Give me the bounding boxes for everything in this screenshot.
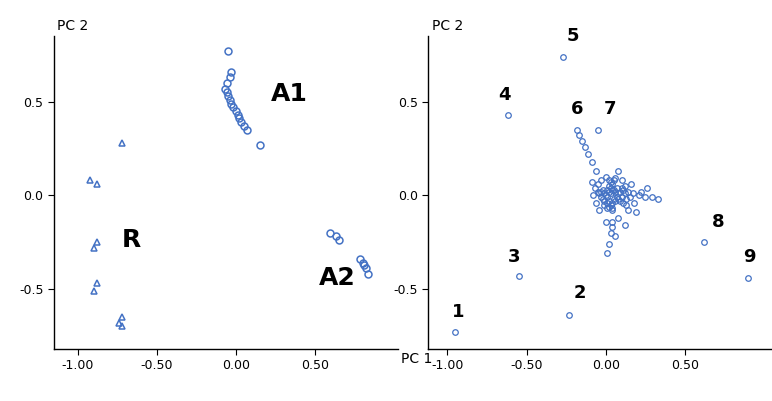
Text: PC 2: PC 2 [57, 19, 89, 33]
Text: 8: 8 [712, 213, 724, 231]
Text: PC 2: PC 2 [432, 19, 463, 33]
Text: R: R [122, 228, 141, 252]
Text: 2: 2 [574, 284, 587, 302]
Text: A1: A1 [271, 82, 308, 106]
Text: 6: 6 [571, 101, 584, 119]
Text: 9: 9 [743, 249, 756, 266]
Text: A2: A2 [318, 266, 355, 290]
Text: 4: 4 [498, 85, 510, 103]
Text: PC 1: PC 1 [401, 352, 432, 366]
Text: 3: 3 [508, 249, 520, 266]
Text: 5: 5 [566, 27, 579, 45]
Text: 7: 7 [604, 101, 617, 119]
Text: 1: 1 [452, 303, 465, 321]
